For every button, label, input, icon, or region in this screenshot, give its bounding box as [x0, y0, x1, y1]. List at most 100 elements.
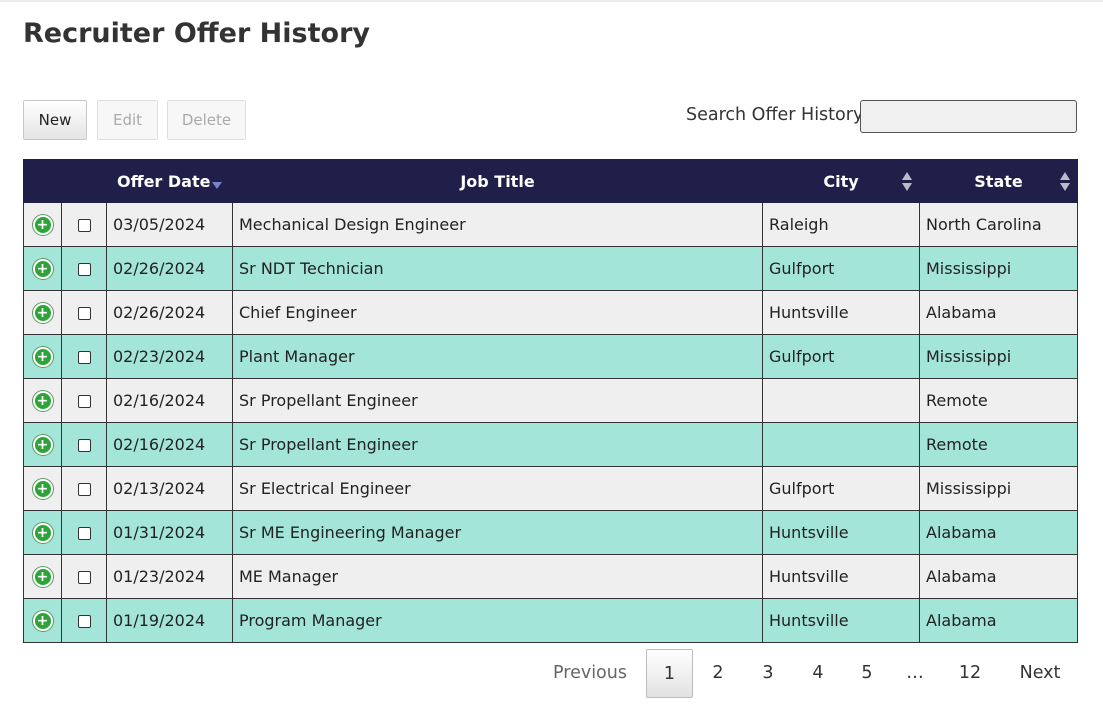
city-cell: Gulfport: [762, 246, 920, 291]
state-cell: Mississippi: [919, 334, 1078, 379]
sort-desc-icon: [212, 182, 222, 189]
state-cell: Alabama: [919, 598, 1078, 643]
expand-cell: +: [23, 510, 62, 555]
table-row: + 02/16/2024 Sr Propellant Engineer Remo…: [23, 378, 1078, 423]
page-button-1[interactable]: 1: [646, 649, 693, 698]
city-cell: Raleigh: [762, 202, 920, 247]
row-checkbox[interactable]: [77, 395, 91, 408]
header-expand: [23, 159, 62, 203]
row-checkbox[interactable]: [77, 615, 91, 628]
select-cell: [61, 334, 107, 379]
job-title-cell: Chief Engineer: [232, 290, 763, 335]
expand-cell: +: [23, 598, 62, 643]
offer-date-cell: 02/26/2024: [106, 290, 233, 335]
job-title-cell: Sr NDT Technician: [232, 246, 763, 291]
plus-circle-icon[interactable]: +: [32, 390, 53, 411]
page-title: Recruiter Offer History: [23, 18, 370, 49]
header-select: [61, 159, 107, 203]
offer-date-cell: 01/19/2024: [106, 598, 233, 643]
select-cell: [61, 598, 107, 643]
select-cell: [61, 378, 107, 423]
table-row: + 01/23/2024 ME Manager Huntsville Alaba…: [23, 554, 1078, 599]
select-cell: [61, 422, 107, 467]
city-cell: Gulfport: [762, 466, 920, 511]
offer-date-cell: 02/16/2024: [106, 378, 233, 423]
header-city-label: City: [823, 171, 859, 191]
header-offer-date-label: Offer Date: [117, 171, 211, 191]
header-state[interactable]: State: [919, 159, 1078, 203]
search-label: Search Offer History:: [686, 105, 868, 125]
header-city[interactable]: City: [762, 159, 920, 203]
select-cell: [61, 290, 107, 335]
expand-cell: +: [23, 202, 62, 247]
plus-circle-icon[interactable]: +: [32, 522, 53, 543]
row-checkbox[interactable]: [77, 483, 91, 496]
row-checkbox[interactable]: [77, 439, 91, 452]
plus-circle-icon[interactable]: +: [32, 346, 53, 367]
select-cell: [61, 554, 107, 599]
city-cell: Huntsville: [762, 510, 920, 555]
row-checkbox[interactable]: [77, 307, 91, 320]
page-button-4[interactable]: 4: [812, 663, 824, 683]
city-cell: [762, 378, 920, 423]
plus-circle-icon[interactable]: +: [32, 258, 53, 279]
offer-date-cell: 02/23/2024: [106, 334, 233, 379]
state-cell: Mississippi: [919, 246, 1078, 291]
plus-circle-icon[interactable]: +: [32, 214, 53, 235]
plus-circle-icon[interactable]: +: [32, 302, 53, 323]
expand-cell: +: [23, 422, 62, 467]
expand-cell: +: [23, 378, 62, 423]
pagination-ellipsis: …: [906, 663, 924, 683]
select-cell: [61, 510, 107, 555]
table-row: + 01/31/2024 Sr ME Engineering Manager H…: [23, 510, 1078, 555]
plus-circle-icon[interactable]: +: [32, 566, 53, 587]
job-title-cell: Sr Propellant Engineer: [232, 422, 763, 467]
select-cell: [61, 202, 107, 247]
job-title-cell: Mechanical Design Engineer: [232, 202, 763, 247]
table-row: + 01/19/2024 Program Manager Huntsville …: [23, 598, 1078, 643]
page-button-3[interactable]: 3: [762, 663, 774, 683]
city-cell: Huntsville: [762, 290, 920, 335]
page-button-2[interactable]: 2: [712, 663, 724, 683]
row-checkbox[interactable]: [77, 263, 91, 276]
row-checkbox[interactable]: [77, 351, 91, 364]
row-checkbox[interactable]: [77, 571, 91, 584]
table-row: + 02/26/2024 Chief Engineer Huntsville A…: [23, 290, 1078, 335]
search-input[interactable]: [860, 100, 1077, 133]
expand-cell: +: [23, 290, 62, 335]
select-cell: [61, 246, 107, 291]
header-offer-date[interactable]: Offer Date: [106, 159, 233, 203]
job-title-cell: Program Manager: [232, 598, 763, 643]
page-button-12[interactable]: 12: [958, 663, 982, 683]
expand-cell: +: [23, 554, 62, 599]
city-cell: Huntsville: [762, 554, 920, 599]
new-button[interactable]: New: [23, 100, 87, 140]
previous-page-button[interactable]: Previous: [553, 663, 627, 683]
delete-button[interactable]: Delete: [167, 100, 246, 140]
state-cell: Remote: [919, 422, 1078, 467]
state-cell: Alabama: [919, 510, 1078, 555]
job-title-cell: Plant Manager: [232, 334, 763, 379]
table-header-row: Offer Date Job Title City State: [23, 159, 1078, 203]
pagination: Previous 1 2 3 4 5 … 12 Next: [540, 649, 1077, 698]
offer-date-cell: 03/05/2024: [106, 202, 233, 247]
row-checkbox[interactable]: [77, 527, 91, 540]
offer-date-cell: 01/31/2024: [106, 510, 233, 555]
sort-arrows-icon: [1060, 172, 1070, 192]
state-cell: Remote: [919, 378, 1078, 423]
row-checkbox[interactable]: [77, 219, 91, 232]
plus-circle-icon[interactable]: +: [32, 478, 53, 499]
page-button-5[interactable]: 5: [861, 663, 873, 683]
sort-arrows-icon: [902, 172, 912, 192]
job-title-cell: Sr Electrical Engineer: [232, 466, 763, 511]
select-cell: [61, 466, 107, 511]
city-cell: [762, 422, 920, 467]
edit-button[interactable]: Edit: [97, 100, 158, 140]
plus-circle-icon[interactable]: +: [32, 434, 53, 455]
plus-circle-icon[interactable]: +: [32, 610, 53, 631]
city-cell: Huntsville: [762, 598, 920, 643]
header-job-title[interactable]: Job Title: [232, 159, 763, 203]
offer-date-cell: 02/26/2024: [106, 246, 233, 291]
next-page-button[interactable]: Next: [1019, 663, 1061, 683]
offer-date-cell: 02/16/2024: [106, 422, 233, 467]
